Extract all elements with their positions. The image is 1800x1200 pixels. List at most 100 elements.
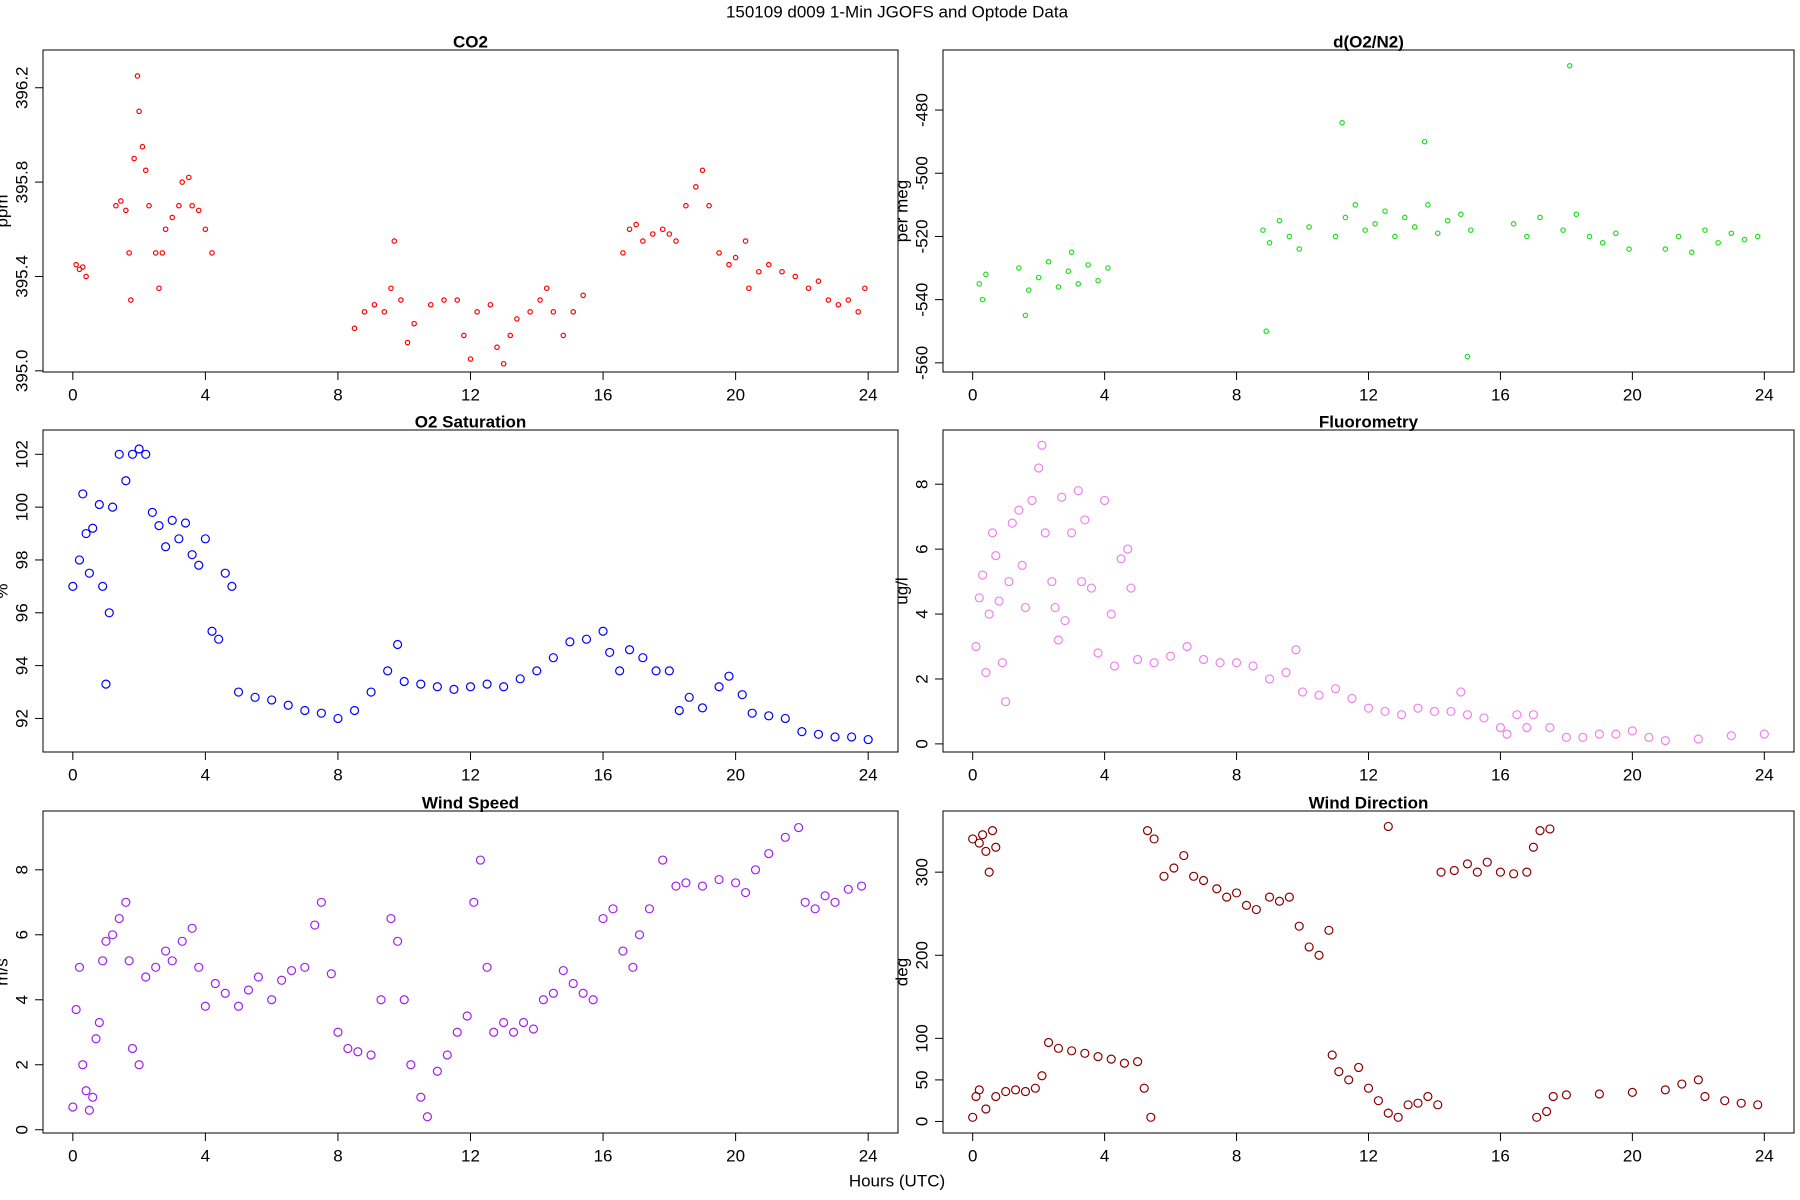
data-point	[399, 995, 409, 1005]
data-point	[139, 143, 146, 150]
y-tick-label: 395.4	[12, 255, 31, 298]
x-tick-label: 8	[1232, 765, 1241, 784]
data-point	[633, 221, 639, 228]
x-tick-label: 16	[1491, 1146, 1510, 1165]
data-point	[1522, 867, 1532, 877]
data-point	[1401, 214, 1408, 221]
data-point	[482, 962, 492, 972]
data-point	[1759, 729, 1769, 739]
data-point	[983, 271, 989, 278]
y-tick-label: 8	[912, 479, 931, 488]
data-point	[1700, 1091, 1710, 1102]
data-point	[381, 309, 388, 315]
data-point	[1007, 518, 1017, 528]
panel: O2 Saturation% 0 4 8 12 16 20 24 92 94 96 98 100 102	[0, 412, 899, 784]
data-point	[194, 962, 204, 972]
data-point	[333, 1027, 343, 1037]
x-tick-label: 20	[1623, 1146, 1642, 1165]
data-point	[1334, 1066, 1344, 1077]
data-point	[638, 653, 648, 663]
data-point	[121, 897, 131, 907]
y-axis-label: ug/l	[892, 577, 911, 604]
data-point	[968, 834, 978, 844]
x-tick-label: 12	[461, 1146, 480, 1165]
data-point	[316, 708, 326, 718]
data-point	[154, 521, 164, 531]
data-point	[793, 822, 804, 833]
data-point	[1347, 693, 1357, 704]
plot-frame	[42, 49, 899, 373]
data-point	[1139, 1083, 1149, 1093]
data-point	[1304, 942, 1314, 952]
panel-title: Wind Direction	[1309, 793, 1429, 812]
data-point	[651, 666, 661, 676]
data-point	[194, 560, 204, 570]
data-point	[732, 254, 739, 261]
data-point	[146, 202, 152, 209]
data-point	[482, 679, 492, 689]
data-point	[764, 848, 774, 859]
x-tick-label: 16	[594, 385, 613, 404]
x-tick-label: 24	[1755, 385, 1774, 404]
data-point	[1264, 674, 1275, 684]
data-point	[1053, 635, 1064, 645]
data-point	[131, 155, 137, 162]
data-point	[528, 1024, 539, 1034]
data-point	[1403, 1100, 1413, 1110]
data-point	[333, 713, 343, 724]
data-point	[68, 1102, 78, 1112]
data-point	[537, 297, 543, 303]
data-point	[71, 1004, 81, 1015]
data-point	[1030, 1083, 1040, 1093]
y-tick-label: 4	[12, 995, 31, 1004]
data-point	[1688, 249, 1695, 256]
data-point	[1566, 62, 1573, 69]
data-point	[1057, 492, 1067, 502]
data-point	[1105, 265, 1111, 271]
data-point	[560, 332, 567, 339]
data-point	[1085, 262, 1091, 268]
data-point	[366, 687, 376, 697]
data-point	[1479, 713, 1489, 723]
data-point	[598, 626, 608, 636]
data-point	[88, 1092, 98, 1102]
data-point	[1222, 892, 1232, 902]
data-point	[454, 297, 461, 303]
data-point	[1050, 602, 1060, 613]
data-point	[508, 1027, 519, 1037]
data-point	[666, 231, 673, 237]
x-tick-label: 12	[461, 385, 480, 404]
data-point	[792, 273, 799, 280]
data-point	[1060, 615, 1070, 626]
data-point	[800, 897, 810, 907]
data-point	[1433, 1100, 1443, 1110]
x-tick-label: 4	[201, 765, 210, 784]
data-point	[1545, 723, 1555, 733]
data-point	[1472, 867, 1482, 877]
data-point	[977, 570, 988, 580]
data-point	[1251, 904, 1261, 915]
data-point	[1281, 667, 1291, 678]
data-point	[697, 703, 708, 713]
data-point	[764, 711, 774, 721]
data-point	[1411, 224, 1418, 230]
data-point	[1662, 246, 1669, 252]
data-point	[351, 325, 358, 332]
data-point	[830, 732, 840, 742]
data-point	[1532, 1112, 1542, 1122]
x-tick-label: 12	[461, 765, 480, 784]
data-point	[981, 846, 991, 856]
data-point	[233, 1001, 244, 1011]
data-point	[746, 285, 752, 292]
panel-title: Fluorometry	[1319, 412, 1419, 431]
x-tick-label: 8	[333, 1146, 342, 1165]
data-point	[779, 268, 785, 275]
data-point	[1294, 921, 1304, 931]
x-tick-label: 0	[968, 385, 977, 404]
data-point	[1462, 859, 1473, 869]
data-point	[664, 666, 674, 676]
data-point	[968, 1112, 978, 1122]
data-point	[820, 891, 830, 901]
data-point	[855, 309, 862, 315]
